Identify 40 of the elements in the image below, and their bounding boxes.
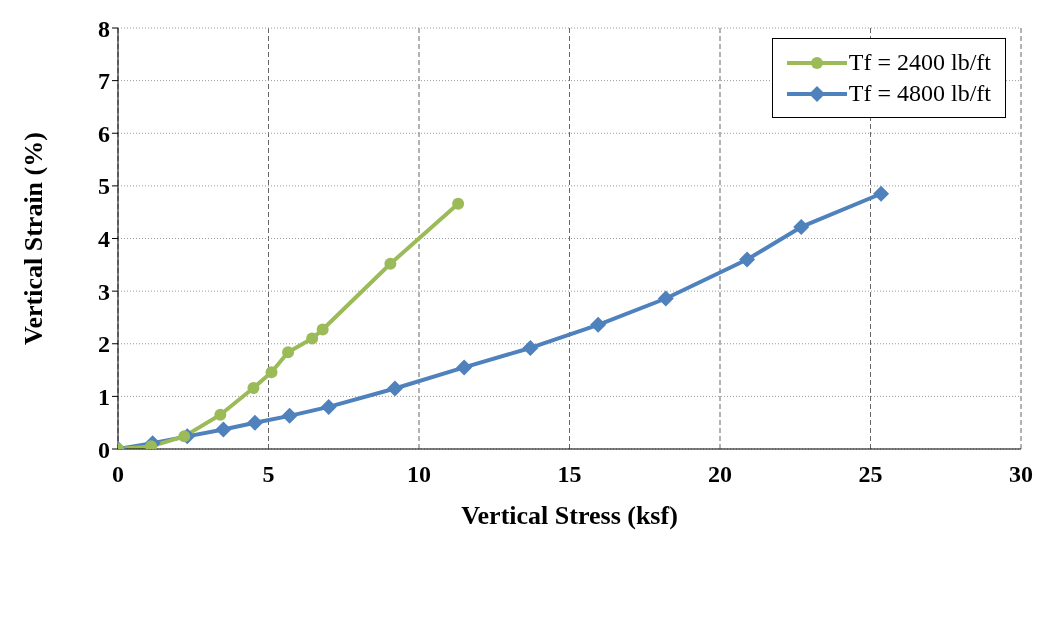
y-tick-label: 4 [98,226,110,253]
point [456,359,473,376]
point [384,257,397,270]
point [522,339,539,356]
x-tick-label: 10 [407,461,431,488]
point [590,316,607,333]
x-tick-label: 30 [1009,461,1033,488]
y-tick-label: 1 [98,383,110,410]
x-tick-label: 20 [708,461,732,488]
point [215,421,232,438]
y-tick-label: 8 [98,15,110,42]
point [214,408,227,421]
point [281,407,298,424]
y-tick-label: 6 [98,120,110,147]
point [739,251,756,268]
x-tick-label: 5 [262,461,275,488]
y-tick-label: 5 [98,173,110,200]
legend-label: Tf = 2400 lb/ft [848,49,991,76]
y-tick-label: 0 [98,436,110,463]
y-axis-title: Vertical Strain (%) [19,132,49,345]
legend-label: Tf = 4800 lb/ft [848,80,991,107]
point [247,381,260,394]
point [452,197,465,210]
point [316,323,329,336]
point [320,398,337,415]
point [178,430,191,443]
y-tick-label: 7 [98,68,110,95]
point [265,366,278,379]
point [306,332,319,345]
point [873,185,890,202]
y-tick-label: 3 [98,278,110,305]
point [657,290,674,307]
point [793,218,810,235]
x-tick-label: 15 [557,461,582,488]
point [386,380,403,397]
x-axis-title: Vertical Stress (ksf) [461,501,678,530]
y-tick-label: 2 [98,331,110,358]
point [246,414,263,431]
point [282,346,295,359]
x-tick-label: 25 [858,461,883,488]
